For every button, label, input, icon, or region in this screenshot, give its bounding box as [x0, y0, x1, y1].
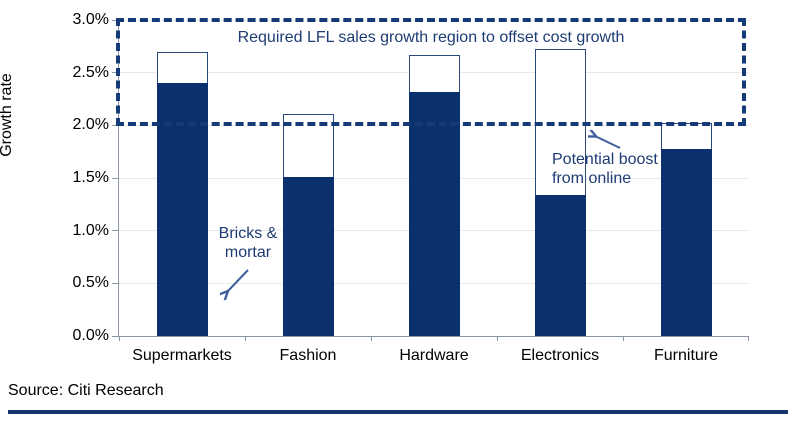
- x-tick-mark-2: [371, 336, 372, 341]
- bar-bricks-electronics: [534, 195, 586, 336]
- y-axis-title: Growth rate: [0, 73, 15, 157]
- bar-bricks-furniture: [660, 149, 712, 336]
- x-tick-mark-1: [245, 336, 246, 341]
- y-tick-label-0.5%: 0.5%: [72, 274, 109, 292]
- y-tick-label-3.0%: 3.0%: [72, 11, 109, 28]
- annotation-bricks-mortar: Bricks & mortar: [200, 224, 296, 262]
- region-title: Required LFL sales growth region to offs…: [237, 29, 625, 46]
- source-text: Source: Citi Research: [8, 382, 164, 399]
- x-tick-mark-0: [119, 336, 120, 341]
- bar-bricks-hardware: [408, 92, 460, 336]
- required-growth-region-box: Required LFL sales growth region to offs…: [116, 18, 746, 126]
- arrow-up-left-icon: [588, 130, 621, 149]
- bar-bricks-fashion: [282, 177, 334, 336]
- x-tick-mark-4: [623, 336, 624, 341]
- y-tick-mark-1.0%: [112, 230, 118, 232]
- x-category-label-electronics: Electronics: [520, 347, 600, 364]
- bottom-rule: [8, 410, 788, 414]
- annotation-online-boost: Potential boost from online: [552, 150, 682, 188]
- y-tick-label-1.0%: 1.0%: [72, 221, 109, 239]
- y-tick-label-2.5%: 2.5%: [72, 63, 109, 81]
- y-tick-mark-0.5%: [112, 282, 118, 284]
- y-tick-mark-1.5%: [112, 177, 118, 179]
- y-tick-mark-0.0%: [112, 335, 118, 337]
- y-tick-label-0.0%: 0.0%: [72, 327, 109, 344]
- x-category-label-hardware: Hardware: [399, 347, 469, 364]
- x-tick-mark-5: [748, 336, 749, 341]
- x-tick-mark-3: [497, 336, 498, 341]
- y-tick-mark-3.0%: [112, 19, 118, 21]
- annotation-online-line2: from online: [552, 170, 632, 187]
- annotation-bricks-line2: mortar: [224, 244, 272, 261]
- x-category-label-furniture: Furniture: [653, 347, 719, 364]
- y-tick-mark-2.0%: [112, 124, 118, 126]
- plot-area: Required LFL sales growth region to offs…: [73, 11, 749, 364]
- x-category-label-fashion: Fashion: [279, 347, 337, 364]
- annotation-bricks-line1: Bricks &: [218, 225, 278, 242]
- arrow-down-left-icon: [220, 269, 249, 300]
- annotation-online-line1: Potential boost: [552, 151, 658, 168]
- x-category-label-supermarkets: Supermarkets: [132, 347, 232, 364]
- y-tick-label-1.5%: 1.5%: [72, 169, 109, 186]
- y-tick-mark-2.5%: [112, 72, 118, 74]
- y-tick-label-2.0%: 2.0%: [72, 116, 109, 134]
